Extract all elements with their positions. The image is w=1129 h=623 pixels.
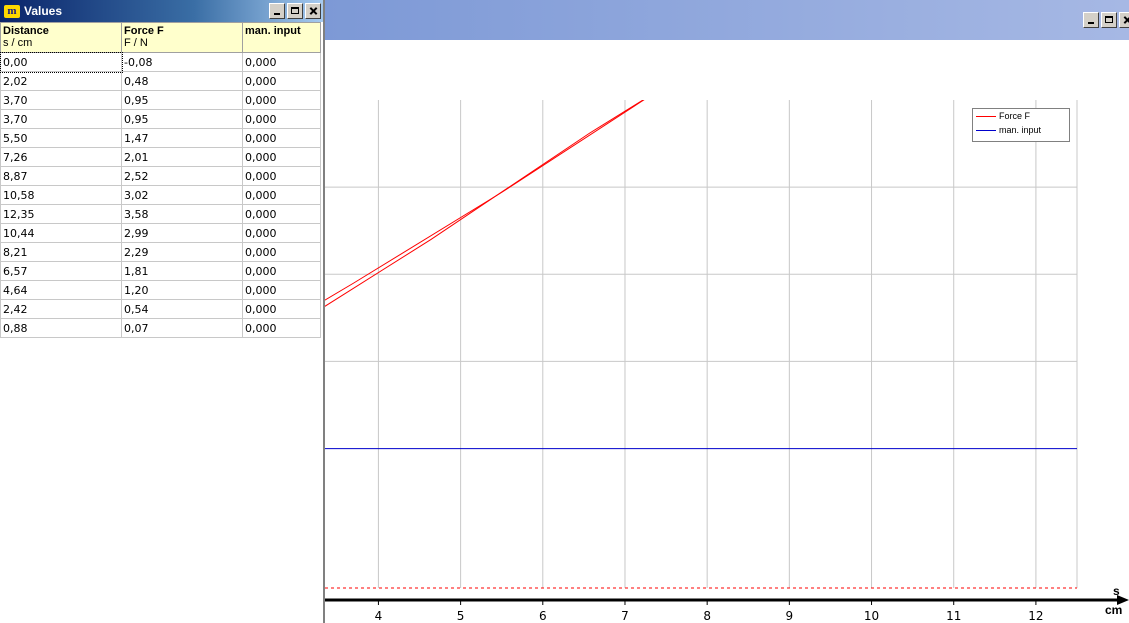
table-cell[interactable]: 0,000 [242,318,321,338]
legend-item: Force F [973,109,1069,123]
close-icon[interactable] [305,3,321,19]
table-cell[interactable]: 12,35 [0,204,122,224]
table-cell[interactable]: 0,000 [242,204,321,224]
table-cell[interactable]: 3,70 [0,90,122,110]
table-row[interactable]: 2,02 0,48 0,000 [0,71,321,91]
table-cell[interactable]: 0,000 [242,299,321,319]
table-row[interactable]: 3,70 0,95 0,000 [0,90,321,110]
column-header-unit: F / N [124,37,148,49]
table-cell[interactable]: 3,70 [0,109,122,129]
table-row[interactable]: 10,58 3,02 0,000 [0,185,321,205]
table-cell[interactable]: 0,54 [121,299,243,319]
table-cell[interactable]: 0,07 [121,318,243,338]
x-tick-label: 11 [946,609,961,623]
table-row[interactable]: 8,87 2,52 0,000 [0,166,321,186]
column-header-name: man. input [245,25,301,37]
column-header[interactable]: man. input [242,22,321,53]
x-tick-label: 10 [864,609,879,623]
table-cell[interactable]: -0,08 [121,52,243,72]
table-cell[interactable]: 0,00 [0,51,123,73]
table-row[interactable]: 2,42 0,54 0,000 [0,299,321,319]
x-axis-unit: cm [1105,603,1123,617]
table-cell[interactable]: 3,58 [121,204,243,224]
table-cell[interactable]: 0,48 [121,71,243,91]
window-title: Values [24,4,63,18]
graph-titlebar[interactable] [325,0,1129,40]
table-cell[interactable]: 0,000 [242,147,321,167]
x-tick-label: 7 [621,609,629,623]
table-cell[interactable]: 2,29 [121,242,243,262]
table-row[interactable]: 12,35 3,58 0,000 [0,204,321,224]
table-cell[interactable]: 8,21 [0,242,122,262]
table-cell[interactable]: 4,64 [0,280,122,300]
table-cell[interactable]: 2,99 [121,223,243,243]
table-cell[interactable]: 0,000 [242,261,321,281]
app-icon: m [4,4,20,18]
table-cell[interactable]: 8,87 [0,166,122,186]
table-row[interactable]: 0,00 -0,08 0,000 [0,51,321,73]
values-titlebar[interactable]: m Values [0,0,323,22]
x-tick-label: 5 [457,609,465,623]
table-cell[interactable]: 0,000 [242,109,321,129]
table-row[interactable]: 7,26 2,01 0,000 [0,147,321,167]
table-cell[interactable]: 10,58 [0,185,122,205]
table-cell[interactable]: 0,95 [121,109,243,129]
table-cell[interactable]: 2,01 [121,147,243,167]
table-cell[interactable]: 1,20 [121,280,243,300]
x-tick-label: 6 [539,609,547,623]
force-distance-chart: 4 5 6 7 8 9 10 11 12 [325,100,1129,623]
table-cell[interactable]: 0,000 [242,52,321,72]
table-cell[interactable]: 10,44 [0,223,122,243]
x-tick-label: 8 [703,609,711,623]
table-cell[interactable]: 0,000 [242,280,321,300]
x-axis-arrow [1117,595,1129,605]
x-tick-label: 12 [1028,609,1043,623]
table-row[interactable]: 3,70 0,95 0,000 [0,109,321,129]
table-cell[interactable]: 0,000 [242,223,321,243]
table-row[interactable]: 5,50 1,47 0,000 [0,128,321,148]
table-cell[interactable]: 0,000 [242,185,321,205]
table-cell[interactable]: 2,52 [121,166,243,186]
graph-window: 4 5 6 7 8 9 10 11 12 Force F man. input s cm [325,0,1129,623]
x-tick-label: 9 [786,609,794,623]
column-header-name: Force F [124,25,164,37]
table-cell[interactable]: 2,42 [0,299,122,319]
chart-legend: Force F man. input [972,108,1070,142]
close-icon[interactable] [1119,12,1129,28]
x-axis-label: s [1113,584,1120,598]
table-cell[interactable]: 6,57 [0,261,122,281]
table-cell[interactable]: 0,95 [121,90,243,110]
x-tick-label: 4 [375,609,383,623]
column-header-unit: s / cm [3,37,33,49]
table-cell[interactable]: 5,50 [0,128,122,148]
table-cell[interactable]: 0,000 [242,90,321,110]
minimize-icon[interactable] [1083,12,1099,28]
table-row[interactable]: 8,21 2,29 0,000 [0,242,321,262]
legend-item: man. input [973,123,1069,137]
table-cell[interactable]: 1,81 [121,261,243,281]
series-line [325,100,645,301]
table-cell[interactable]: 0,88 [0,318,122,338]
table-cell[interactable]: 0,000 [242,242,321,262]
maximize-icon[interactable] [1101,12,1117,28]
table-cell[interactable]: 0,000 [242,71,321,91]
table-cell[interactable]: 3,02 [121,185,243,205]
table-row[interactable]: 10,44 2,99 0,000 [0,223,321,243]
minimize-icon[interactable] [269,3,285,19]
table-cell[interactable]: 2,02 [0,71,122,91]
table-cell[interactable]: 1,47 [121,128,243,148]
table-cell[interactable]: 0,000 [242,166,321,186]
maximize-icon[interactable] [287,3,303,19]
column-header-name: Distance [3,25,49,37]
table-row[interactable]: 4,64 1,20 0,000 [0,280,321,300]
column-header[interactable]: Distance s / cm [0,22,122,53]
table-row[interactable]: 6,57 1,81 0,000 [0,261,321,281]
table-cell[interactable]: 7,26 [0,147,122,167]
table-cell[interactable]: 0,000 [242,128,321,148]
table-row[interactable]: 0,88 0,07 0,000 [0,318,321,338]
series-line [325,100,644,307]
